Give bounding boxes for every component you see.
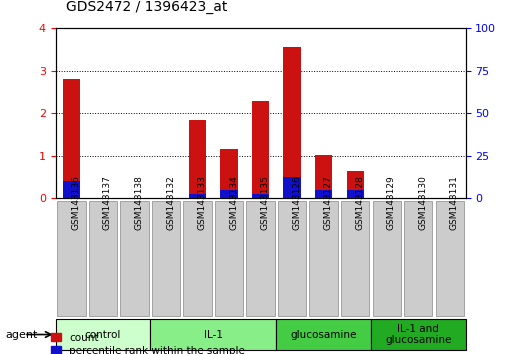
- Bar: [251, 101, 269, 198]
- FancyBboxPatch shape: [183, 201, 211, 316]
- Text: agent: agent: [5, 330, 37, 339]
- Text: GSM143129: GSM143129: [386, 176, 395, 230]
- FancyBboxPatch shape: [276, 319, 370, 350]
- Bar: [251, 194, 269, 198]
- Bar: [283, 47, 300, 198]
- FancyBboxPatch shape: [372, 201, 400, 316]
- Text: GSM143138: GSM143138: [134, 176, 143, 230]
- Text: GSM143134: GSM143134: [229, 176, 237, 230]
- Bar: [188, 194, 206, 198]
- Text: IL-1: IL-1: [204, 330, 222, 339]
- Text: control: control: [85, 330, 121, 339]
- Text: GSM143128: GSM143128: [355, 176, 364, 230]
- Text: GDS2472 / 1396423_at: GDS2472 / 1396423_at: [66, 0, 227, 14]
- FancyBboxPatch shape: [150, 319, 276, 350]
- Bar: [346, 190, 363, 198]
- FancyBboxPatch shape: [277, 201, 306, 316]
- FancyBboxPatch shape: [88, 201, 117, 316]
- Bar: [188, 120, 206, 198]
- FancyBboxPatch shape: [370, 319, 465, 350]
- Bar: [63, 181, 80, 198]
- Legend: count, percentile rank within the sample: count, percentile rank within the sample: [50, 333, 245, 354]
- FancyBboxPatch shape: [120, 201, 148, 316]
- Text: GSM143126: GSM143126: [291, 176, 300, 230]
- Text: GSM143137: GSM143137: [103, 176, 112, 230]
- FancyBboxPatch shape: [215, 201, 243, 316]
- FancyBboxPatch shape: [56, 319, 150, 350]
- Text: GSM143130: GSM143130: [418, 176, 426, 230]
- FancyBboxPatch shape: [435, 201, 463, 316]
- Text: GSM143131: GSM143131: [449, 176, 458, 230]
- Text: GSM143132: GSM143132: [166, 176, 175, 230]
- Bar: [346, 171, 363, 198]
- Bar: [283, 177, 300, 198]
- Text: GSM143135: GSM143135: [260, 176, 269, 230]
- FancyBboxPatch shape: [152, 201, 180, 316]
- FancyBboxPatch shape: [309, 201, 337, 316]
- Text: IL-1 and
glucosamine: IL-1 and glucosamine: [384, 324, 450, 346]
- FancyBboxPatch shape: [57, 201, 85, 316]
- Text: GSM143133: GSM143133: [197, 176, 206, 230]
- Bar: [220, 190, 237, 198]
- FancyBboxPatch shape: [340, 201, 369, 316]
- Text: GSM143127: GSM143127: [323, 176, 332, 230]
- Bar: [314, 190, 332, 198]
- FancyBboxPatch shape: [246, 201, 274, 316]
- FancyBboxPatch shape: [403, 201, 432, 316]
- Bar: [220, 149, 237, 198]
- Bar: [314, 155, 332, 198]
- Text: glucosamine: glucosamine: [290, 330, 356, 339]
- Bar: [63, 79, 80, 198]
- Text: GSM143136: GSM143136: [71, 176, 80, 230]
